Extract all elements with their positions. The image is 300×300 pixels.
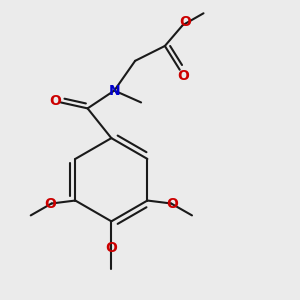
Text: O: O xyxy=(44,196,56,211)
Text: O: O xyxy=(105,241,117,255)
Text: O: O xyxy=(180,15,192,29)
Text: N: N xyxy=(109,84,120,98)
Text: O: O xyxy=(49,94,61,108)
Text: O: O xyxy=(177,69,189,83)
Text: O: O xyxy=(167,196,178,211)
